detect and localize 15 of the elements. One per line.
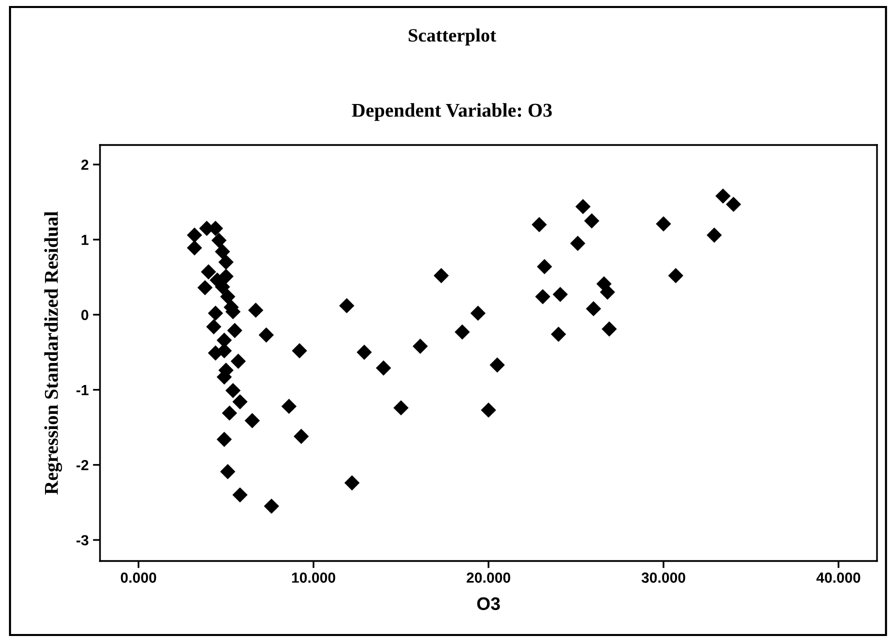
y-axis-title: Regression Standardized Residual — [44, 211, 62, 495]
x-tick-label: 30.000 — [642, 572, 686, 583]
chart-subtitle: Dependent Variable: O3 — [352, 103, 552, 121]
y-tick-label: 0 — [81, 310, 88, 320]
x-axis-title: O3 — [477, 597, 500, 610]
x-tick-label: 10.000 — [292, 572, 336, 583]
y-tick-label: -2 — [76, 460, 88, 470]
x-tick-label: 0.000 — [120, 572, 156, 583]
y-tick-label: -3 — [76, 535, 88, 546]
x-tick-label: 20.000 — [466, 572, 510, 583]
y-tick-label: -1 — [76, 385, 88, 396]
y-tick-label: 1 — [82, 234, 88, 245]
chart-title: Scatterplot — [408, 28, 496, 46]
y-tick-label: 2 — [81, 160, 88, 170]
x-tick-label: 40.000 — [816, 572, 860, 583]
